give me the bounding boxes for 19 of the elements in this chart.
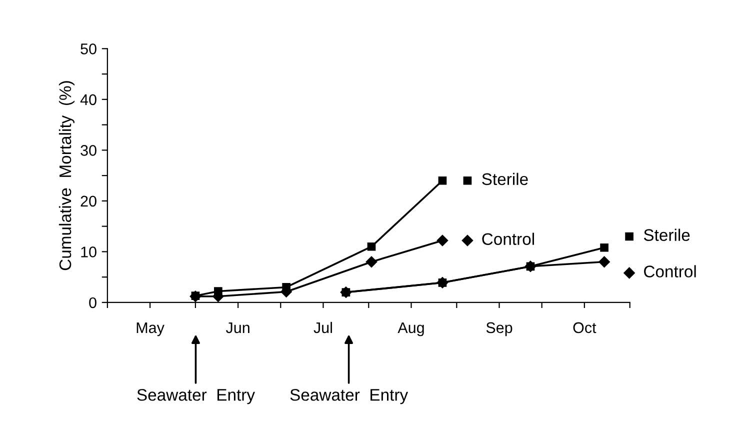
x-tick-label: May	[136, 322, 164, 336]
y-tick-label: 50	[80, 44, 96, 54]
text: Seawater Entry	[290, 388, 408, 404]
y-axis-title: Cumulative Mortality (%)	[58, 81, 74, 270]
y-tick-label: 40	[80, 94, 96, 106]
legend-label: Control	[482, 232, 534, 245]
y-tick-label: 0	[89, 297, 96, 308]
legend-label: Sterile	[482, 172, 528, 186]
x-tick-label: Jun	[226, 322, 250, 334]
x-tick-label: Oct	[573, 322, 596, 334]
x-tick-label: Aug	[398, 322, 424, 336]
y-tick-label: 30	[80, 145, 96, 156]
text: Seawater Entry	[137, 388, 255, 404]
y-tick-label: 20	[80, 196, 96, 207]
y-tick-label: 10	[81, 246, 96, 258]
x-tick-label: Jul	[314, 322, 332, 334]
legend-label: Sterile	[644, 228, 690, 241]
legend-label: Control	[644, 265, 696, 278]
x-tick-label: Sep	[486, 322, 512, 336]
